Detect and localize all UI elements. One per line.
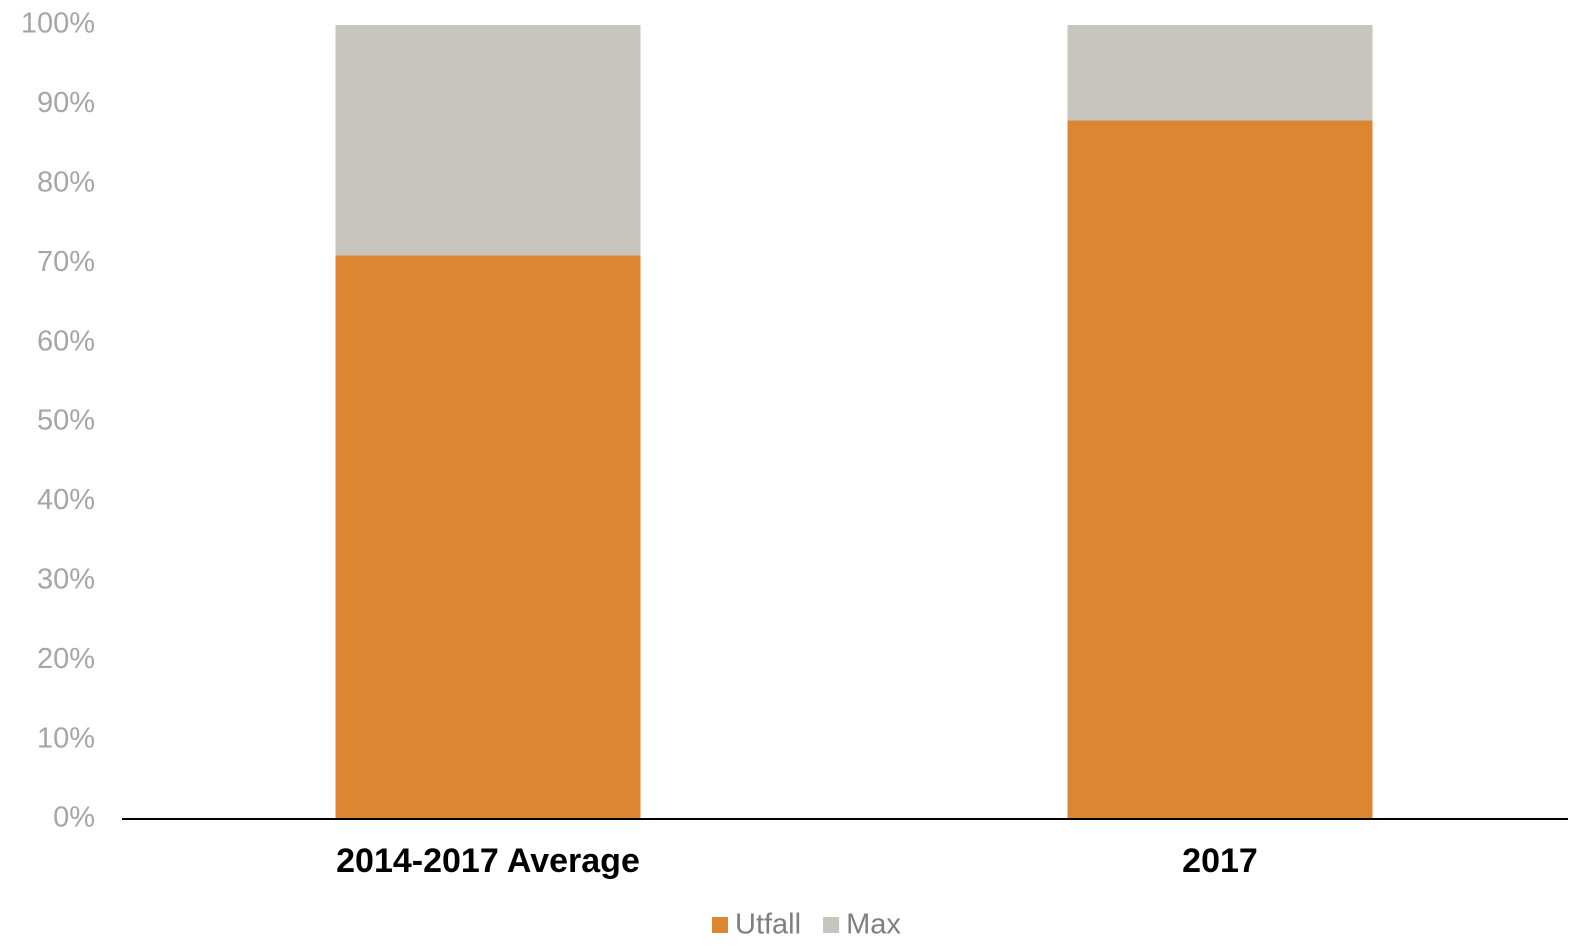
x-tick-label: 2017 (1182, 842, 1258, 880)
bar-segment (1067, 120, 1373, 819)
y-tick-label: 70% (37, 246, 95, 278)
y-tick-label: 100% (21, 8, 95, 40)
y-tick-label: 50% (37, 405, 95, 437)
bar-segment (1067, 25, 1373, 121)
bar-segment (335, 25, 641, 256)
y-tick-label: 90% (37, 87, 95, 119)
y-tick-label: 30% (37, 563, 95, 595)
y-tick-label: 10% (37, 722, 95, 754)
y-tick-label: 20% (37, 643, 95, 675)
y-tick-label: 60% (37, 325, 95, 357)
y-tick-label: 40% (37, 484, 95, 516)
x-tick-label: 2014-2017 Average (336, 842, 640, 880)
legend-label: Max (846, 909, 901, 941)
y-tick-label: 80% (37, 166, 95, 198)
y-tick-label: 0% (53, 802, 95, 834)
legend-label: Utfall (735, 909, 801, 941)
bar-segment (335, 255, 641, 819)
legend-swatch (712, 917, 728, 933)
legend-swatch (823, 917, 840, 933)
